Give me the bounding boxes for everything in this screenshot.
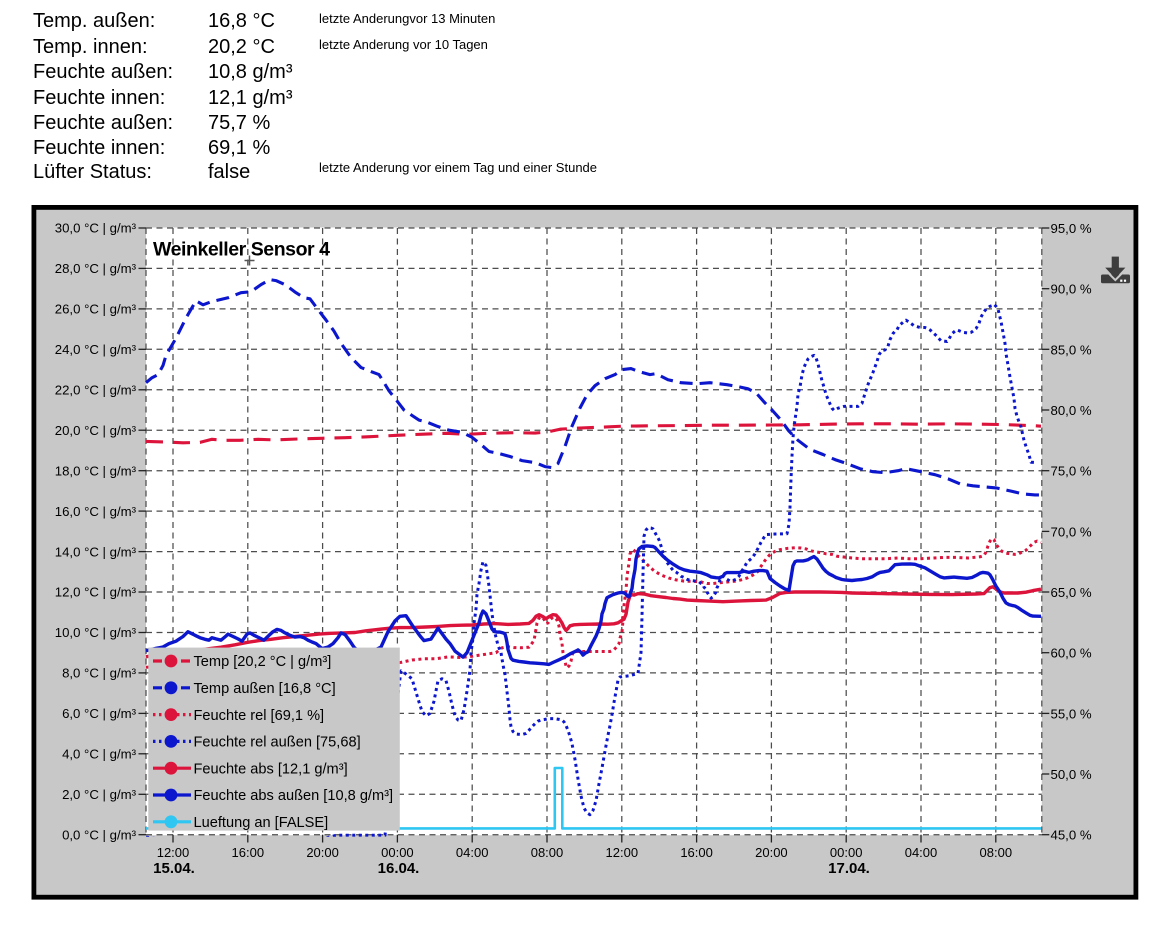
svg-text:6,0 °C | g/m³: 6,0 °C | g/m³	[62, 706, 137, 721]
svg-text:08:00: 08:00	[980, 845, 1013, 860]
svg-text:30,0 °C | g/m³: 30,0 °C | g/m³	[55, 221, 137, 236]
svg-text:45,0 %: 45,0 %	[1051, 828, 1092, 843]
svg-text:Feuchte abs außen [10,8 g/m³]: Feuchte abs außen [10,8 g/m³]	[194, 788, 394, 804]
svg-text:20:00: 20:00	[755, 845, 788, 860]
svg-text:4,0 °C | g/m³: 4,0 °C | g/m³	[62, 747, 137, 762]
svg-text:04:00: 04:00	[905, 845, 938, 860]
svg-text:12:00: 12:00	[606, 845, 639, 860]
svg-text:Temp außen [16,8 °C]: Temp außen [16,8 °C]	[194, 681, 336, 697]
svg-text:16,0 °C | g/m³: 16,0 °C | g/m³	[55, 504, 137, 519]
svg-text:Feuchte rel außen [75,68]: Feuchte rel außen [75,68]	[194, 735, 361, 751]
svg-text:18,0 °C | g/m³: 18,0 °C | g/m³	[55, 463, 137, 478]
svg-text:28,0 °C | g/m³: 28,0 °C | g/m³	[55, 261, 137, 276]
svg-text:65,0 %: 65,0 %	[1051, 585, 1092, 600]
svg-text:95,0 %: 95,0 %	[1051, 221, 1092, 236]
svg-text:08:00: 08:00	[531, 845, 564, 860]
svg-text:90,0 %: 90,0 %	[1051, 282, 1092, 297]
svg-text:55,0 %: 55,0 %	[1051, 706, 1092, 721]
svg-text:75,0 %: 75,0 %	[1051, 464, 1092, 479]
svg-text:16:00: 16:00	[232, 845, 265, 860]
svg-text:12:00: 12:00	[157, 845, 190, 860]
svg-text:70,0 %: 70,0 %	[1051, 524, 1092, 539]
svg-text:Feuchte rel [69,1 %]: Feuchte rel [69,1 %]	[194, 708, 325, 724]
svg-text:26,0 °C | g/m³: 26,0 °C | g/m³	[55, 302, 137, 317]
svg-text:24,0 °C | g/m³: 24,0 °C | g/m³	[55, 342, 137, 357]
svg-text:20,0 °C | g/m³: 20,0 °C | g/m³	[55, 423, 137, 438]
svg-text:Temp [20,2 °C | g/m³]: Temp [20,2 °C | g/m³]	[194, 654, 332, 670]
svg-text:Feuchte abs [12,1 g/m³]: Feuchte abs [12,1 g/m³]	[194, 761, 348, 777]
svg-text:80,0 %: 80,0 %	[1051, 403, 1092, 418]
svg-text:8,0 °C | g/m³: 8,0 °C | g/m³	[62, 666, 137, 681]
svg-text:14,0 °C | g/m³: 14,0 °C | g/m³	[55, 544, 137, 559]
svg-text:20:00: 20:00	[306, 845, 339, 860]
svg-text:0,0 °C | g/m³: 0,0 °C | g/m³	[62, 827, 137, 842]
svg-text:16:00: 16:00	[680, 845, 713, 860]
svg-text:10,0 °C | g/m³: 10,0 °C | g/m³	[55, 625, 137, 640]
svg-text:12,0 °C | g/m³: 12,0 °C | g/m³	[55, 585, 137, 600]
svg-text:2,0 °C | g/m³: 2,0 °C | g/m³	[62, 787, 137, 802]
svg-text:50,0 %: 50,0 %	[1051, 767, 1092, 782]
svg-text:Weinkeller Sensor 4: Weinkeller Sensor 4	[153, 239, 330, 261]
svg-text:15.04.: 15.04.	[153, 860, 195, 877]
svg-text:22,0 °C | g/m³: 22,0 °C | g/m³	[55, 383, 137, 398]
svg-text:17.04.: 17.04.	[828, 860, 870, 877]
svg-text:00:00: 00:00	[381, 845, 414, 860]
svg-text:04:00: 04:00	[456, 845, 489, 860]
svg-text:16.04.: 16.04.	[378, 860, 420, 877]
svg-text:60,0 %: 60,0 %	[1051, 646, 1092, 661]
svg-text:00:00: 00:00	[830, 845, 863, 860]
svg-text:85,0 %: 85,0 %	[1051, 342, 1092, 357]
svg-text:Lueftung an [FALSE]: Lueftung an [FALSE]	[194, 815, 329, 831]
